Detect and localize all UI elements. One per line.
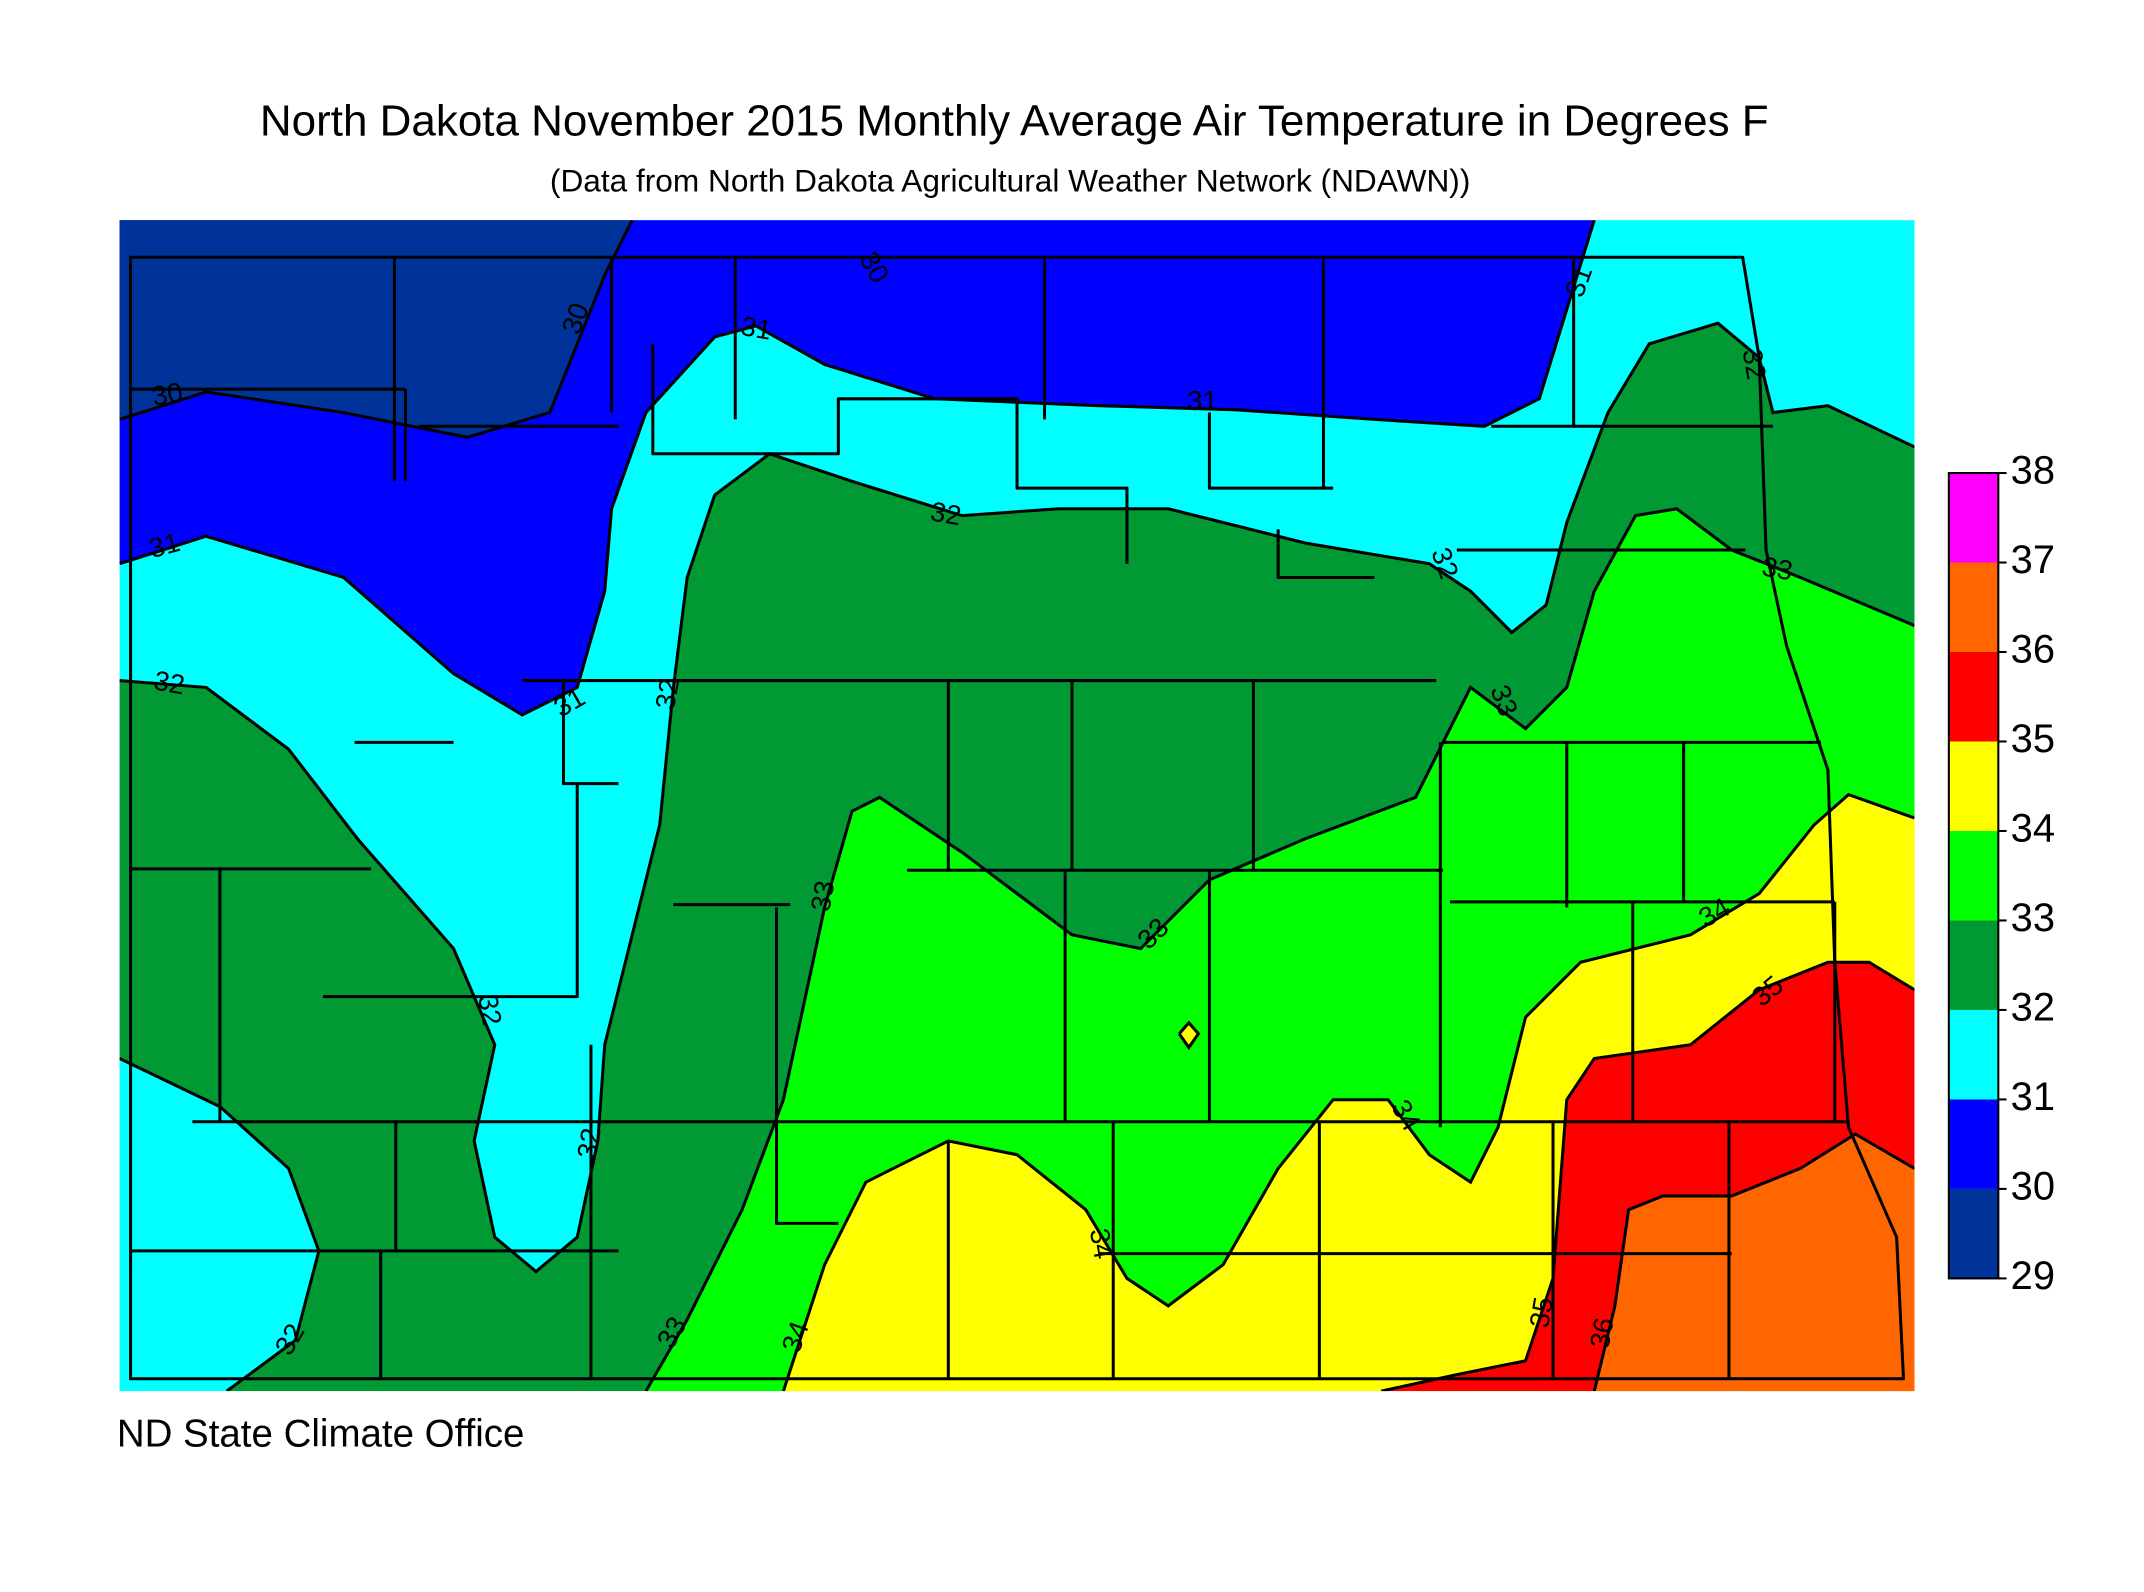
contour-label: 32 [649, 676, 685, 711]
title: North Dakota November 2015 Monthly Avera… [260, 97, 1769, 146]
colorbar-swatch [1948, 830, 1999, 921]
contour-line [1380, 960, 1915, 1392]
contour-label: 33 [1760, 550, 1795, 586]
colorbar-swatch [1948, 920, 1999, 1010]
contour-label: 32 [571, 1126, 607, 1161]
colorbar-label: 35 [2011, 717, 2055, 761]
contour-line [781, 792, 1915, 1392]
colorbar-label: 33 [2011, 896, 2055, 940]
colorbar-swatch [1948, 1188, 1999, 1279]
colorbar-label: 34 [2011, 807, 2055, 851]
contour-label: 31 [739, 310, 774, 346]
contour-line [119, 1057, 321, 1392]
colorbar-label: 29 [2011, 1254, 2055, 1298]
temperature-band [119, 220, 633, 438]
contour-label: 31 [1187, 385, 1218, 416]
colorbar: 29 30 31 32 33 34 35 36 37 38 [1947, 449, 2055, 1298]
colorbar-label: 32 [2011, 985, 2055, 1029]
colorbar-swatch [1948, 741, 1999, 831]
contour-label: 36 [1584, 1315, 1620, 1350]
colorbar-swatch [1948, 651, 1999, 742]
contour-label: 35 [1523, 1295, 1559, 1330]
contour-label: 30 [150, 376, 185, 412]
colorbar-swatch [1948, 1009, 1999, 1100]
contour-label: 33 [804, 878, 840, 913]
county-line [130, 257, 1849, 1379]
contour-label: 31 [146, 526, 184, 564]
county-lines [129, 255, 1905, 1381]
contour-line [1592, 1132, 1915, 1392]
contour-line [119, 220, 1596, 717]
contour-line [1177, 1020, 1201, 1051]
contour-label: 34 [1084, 1226, 1120, 1261]
colorbar-label: 30 [2011, 1164, 2055, 1208]
contour-label: 32 [928, 496, 963, 532]
contour-label: 32 [152, 665, 187, 701]
colorbar-frame [1947, 471, 2000, 1280]
colorbar-swatch [1948, 473, 1999, 563]
colorbar-swatch [1948, 562, 1999, 652]
temperature-band [1594, 1134, 1915, 1392]
colorbar-label: 31 [2011, 1075, 2055, 1119]
temperature-band [119, 1058, 319, 1392]
colorbar-label: 36 [2011, 628, 2055, 672]
colorbar-label: 38 [2011, 449, 2055, 493]
colorbar-label: 37 [2011, 538, 2055, 582]
county-line [129, 255, 1905, 1381]
subtitle: (Data from North Dakota Agricultural Wea… [550, 162, 1470, 198]
colorbar-swatch [1948, 1099, 1999, 1189]
temperature-field [119, 220, 1915, 1392]
contour-label: 32 [1737, 346, 1773, 381]
credit: ND State Climate Office [117, 1413, 525, 1456]
contour-line [644, 507, 1915, 1392]
contour-label: 32 [472, 992, 508, 1027]
